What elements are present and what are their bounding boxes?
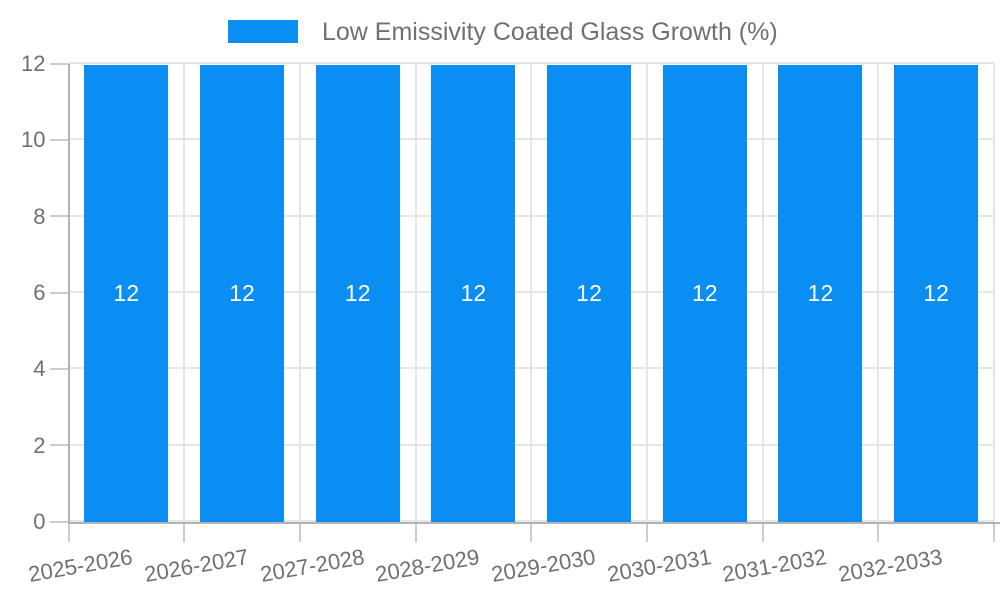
- bar: [894, 65, 979, 522]
- bar: [662, 65, 747, 522]
- x-axis-tick: [183, 522, 186, 542]
- bar: [431, 65, 516, 522]
- bar: [315, 65, 400, 522]
- x-gridline: [298, 64, 301, 522]
- x-axis-tick: [645, 522, 648, 542]
- legend-label: Low Emissivity Coated Glass Growth (%): [322, 18, 778, 46]
- y-axis-tick: [49, 367, 69, 370]
- bar: [547, 65, 632, 522]
- x-axis-tick: [761, 522, 764, 542]
- bar-value-label: 12: [576, 280, 602, 306]
- x-axis-line: [67, 522, 1000, 524]
- y-axis-label: 10: [21, 127, 46, 153]
- y-axis-tick: [49, 291, 69, 294]
- y-axis-label: 4: [33, 356, 46, 382]
- x-axis-tick: [993, 522, 995, 542]
- x-gridline: [877, 64, 880, 522]
- x-gridline: [645, 64, 648, 522]
- y-gridline: [68, 62, 994, 64]
- bar-value-label: 12: [691, 280, 718, 306]
- legend-swatch: [228, 20, 298, 43]
- bar-value-label: 12: [460, 280, 487, 306]
- y-axis-label: 2: [33, 432, 46, 458]
- x-gridline: [993, 64, 995, 522]
- x-axis-tick: [298, 522, 301, 542]
- x-gridline: [530, 64, 533, 522]
- x-axis-tick: [877, 522, 880, 542]
- bar-value-label: 12: [923, 280, 949, 306]
- y-axis-tick: [49, 444, 69, 447]
- bar-value-label: 12: [344, 280, 371, 306]
- y-axis-tick: [49, 138, 69, 141]
- bar-value-label: 12: [113, 280, 140, 306]
- bar: [778, 65, 863, 522]
- x-axis-tick: [414, 522, 417, 542]
- y-axis-label: 12: [21, 51, 46, 76]
- bar-value-label: 12: [229, 280, 255, 306]
- bar: [200, 65, 285, 522]
- x-gridline: [414, 64, 417, 522]
- y-axis-tick: [49, 520, 69, 523]
- x-gridline: [183, 64, 186, 522]
- y-axis-label: 6: [33, 280, 46, 305]
- y-axis-line: [67, 64, 70, 524]
- y-axis-tick: [49, 215, 69, 218]
- bar-value-label: 12: [807, 280, 834, 306]
- x-axis-tick: [530, 522, 533, 542]
- y-axis-label: 8: [33, 203, 46, 229]
- y-axis-label: 0: [33, 509, 46, 534]
- x-axis-tick: [67, 522, 70, 542]
- x-gridline: [761, 64, 764, 522]
- bar: [84, 65, 169, 522]
- y-axis-tick: [49, 62, 69, 65]
